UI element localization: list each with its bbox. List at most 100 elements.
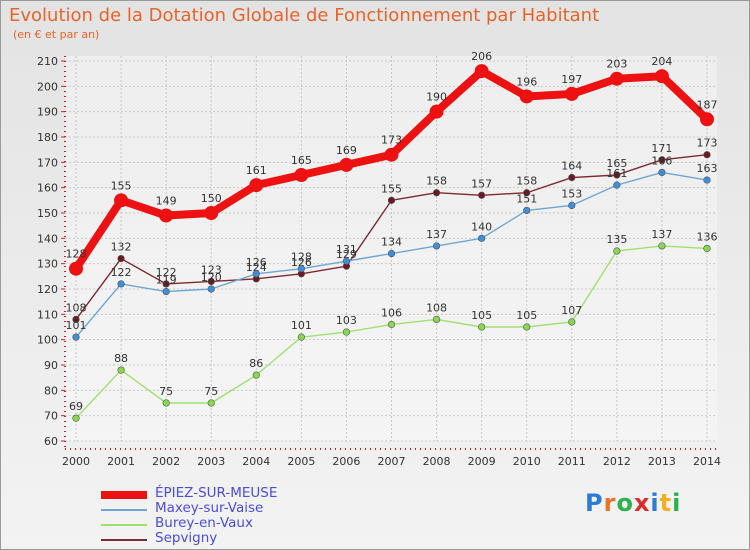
legend-item: Sepvigny bbox=[101, 530, 321, 547]
data-label: 151 bbox=[516, 192, 537, 205]
data-label: 157 bbox=[471, 177, 492, 190]
data-point bbox=[613, 247, 621, 255]
y-tick-label: 70 bbox=[44, 410, 58, 423]
data-label: 119 bbox=[156, 274, 177, 287]
data-label: 126 bbox=[246, 256, 267, 269]
data-point bbox=[162, 287, 170, 296]
x-tick-label: 2005 bbox=[287, 455, 315, 468]
y-tick-label: 90 bbox=[44, 359, 58, 372]
data-point bbox=[564, 86, 579, 101]
data-point bbox=[478, 234, 486, 242]
data-point bbox=[252, 270, 260, 278]
data-point bbox=[159, 208, 174, 223]
data-point bbox=[297, 333, 305, 341]
data-label: 158 bbox=[426, 175, 447, 188]
data-point bbox=[568, 173, 576, 182]
data-point bbox=[658, 168, 666, 177]
data-label: 155 bbox=[111, 179, 132, 192]
legend-swatch bbox=[101, 491, 147, 499]
data-point bbox=[429, 104, 444, 119]
x-tick-label: 2006 bbox=[332, 455, 360, 468]
legend-label: ÉPIEZ-SUR-MEUSE bbox=[155, 485, 278, 501]
data-point bbox=[207, 277, 215, 286]
x-tick-label: 2008 bbox=[423, 455, 451, 468]
data-point bbox=[478, 323, 486, 331]
data-point bbox=[613, 171, 621, 179]
data-point bbox=[249, 178, 264, 193]
data-label: 163 bbox=[697, 162, 718, 175]
x-tick-label: 2014 bbox=[693, 455, 721, 468]
data-point bbox=[297, 265, 305, 273]
logo-letter: t bbox=[659, 489, 673, 517]
data-label: 161 bbox=[606, 167, 627, 180]
data-label: 120 bbox=[201, 271, 222, 284]
legend-label: Maxey-sur-Vaise bbox=[155, 500, 264, 516]
data-point bbox=[523, 206, 531, 215]
data-label: 128 bbox=[291, 251, 312, 264]
y-tick-label: 180 bbox=[37, 131, 58, 144]
data-label: 107 bbox=[561, 304, 582, 317]
legend-item: ÉPIEZ-SUR-MEUSE bbox=[101, 485, 321, 502]
data-label: 204 bbox=[651, 55, 672, 68]
data-label: 153 bbox=[561, 187, 582, 200]
proxiti-logo: Proxiti bbox=[585, 489, 681, 517]
data-point bbox=[204, 206, 219, 220]
legend-item: Burey-en-Vaux bbox=[101, 515, 321, 532]
logo-letter: i bbox=[672, 489, 682, 517]
data-point bbox=[523, 189, 531, 197]
data-label: 169 bbox=[336, 144, 357, 157]
x-tick-label: 2000 bbox=[62, 455, 90, 468]
chart-title: Evolution de la Dotation Globale de Fonc… bbox=[9, 5, 600, 26]
y-tick-label: 200 bbox=[37, 80, 58, 93]
data-label: 129 bbox=[336, 248, 357, 261]
data-point bbox=[69, 261, 83, 276]
data-label: 86 bbox=[249, 357, 263, 370]
logo-letter: o bbox=[616, 489, 634, 517]
data-label: 108 bbox=[426, 301, 447, 314]
logo-letter: r bbox=[603, 489, 617, 517]
data-label: 137 bbox=[651, 228, 672, 241]
data-label: 165 bbox=[291, 154, 312, 167]
data-label: 101 bbox=[291, 319, 312, 332]
data-label: 135 bbox=[606, 233, 627, 246]
y-tick-label: 150 bbox=[37, 207, 58, 220]
data-label: 155 bbox=[381, 182, 402, 195]
data-point bbox=[568, 201, 576, 209]
x-tick-label: 2011 bbox=[558, 455, 586, 468]
data-label: 196 bbox=[516, 75, 537, 88]
data-label: 197 bbox=[561, 73, 582, 86]
data-label: 150 bbox=[201, 192, 222, 205]
y-tick-label: 210 bbox=[37, 55, 58, 68]
y-tick-label: 60 bbox=[44, 435, 58, 448]
data-point bbox=[117, 255, 125, 263]
data-label: 161 bbox=[246, 164, 267, 177]
data-label: 140 bbox=[471, 220, 492, 233]
y-tick-label: 170 bbox=[37, 156, 58, 169]
data-label: 103 bbox=[336, 314, 357, 327]
data-label: 122 bbox=[111, 266, 132, 279]
x-tick-label: 2009 bbox=[468, 455, 496, 468]
legend-item: Maxey-sur-Vaise bbox=[101, 500, 321, 517]
data-point bbox=[658, 242, 666, 250]
data-point bbox=[432, 189, 441, 197]
data-label: 137 bbox=[426, 228, 447, 241]
x-tick-label: 2002 bbox=[152, 455, 180, 468]
data-point bbox=[339, 157, 354, 172]
data-label: 124 bbox=[246, 261, 267, 274]
data-label: 149 bbox=[156, 195, 177, 208]
data-point bbox=[342, 257, 351, 265]
y-tick-label: 130 bbox=[37, 258, 58, 271]
y-tick-label: 190 bbox=[37, 106, 58, 119]
data-point bbox=[387, 249, 396, 258]
data-label: 136 bbox=[697, 230, 718, 243]
data-label: 75 bbox=[159, 385, 173, 398]
data-point bbox=[703, 244, 711, 253]
data-point bbox=[432, 242, 441, 250]
data-point bbox=[654, 69, 669, 84]
logo-letter: P bbox=[585, 489, 604, 517]
data-label: 187 bbox=[697, 98, 718, 111]
data-point bbox=[207, 399, 215, 407]
y-tick-label: 160 bbox=[37, 182, 58, 195]
